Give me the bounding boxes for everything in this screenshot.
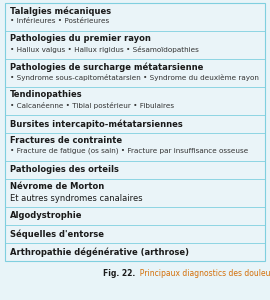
Text: • Hallux valgus • Hallux rigidus • Sésamoïdopathies: • Hallux valgus • Hallux rigidus • Sésam… <box>10 46 199 53</box>
Text: Arthropathie dégénérative (arthrose): Arthropathie dégénérative (arthrose) <box>10 247 189 257</box>
Text: Pathologies de surcharge métatarsienne: Pathologies de surcharge métatarsienne <box>10 62 203 71</box>
Bar <box>5 3 265 261</box>
Text: Fig. 22.: Fig. 22. <box>103 269 135 278</box>
Text: Bursites intercapito-métatarsiennes: Bursites intercapito-métatarsiennes <box>10 119 183 129</box>
Text: Fractures de contrainte: Fractures de contrainte <box>10 136 122 145</box>
Text: • Calcanéenne • Tibial postérieur • Fibulaires: • Calcanéenne • Tibial postérieur • Fibu… <box>10 102 174 109</box>
Text: Principaux diagnostics des douleurs mécaniques.: Principaux diagnostics des douleurs méca… <box>135 269 270 278</box>
Text: Pathologies des orteils: Pathologies des orteils <box>10 166 119 175</box>
Text: Séquelles d'entorse: Séquelles d'entorse <box>10 229 104 239</box>
Bar <box>5 3 265 261</box>
Text: Algodystrophie: Algodystrophie <box>10 212 83 220</box>
Text: Névrome de Morton: Névrome de Morton <box>10 182 104 191</box>
Text: • Fracture de fatigue (os sain) • Fracture par insuffisance osseuse: • Fracture de fatigue (os sain) • Fractu… <box>10 148 248 154</box>
Text: • Syndrome sous-capitométatarsien • Syndrome du deuxième rayon: • Syndrome sous-capitométatarsien • Synd… <box>10 74 259 81</box>
Text: Talalgies mécaniques: Talalgies mécaniques <box>10 6 111 16</box>
Text: Tendinopathies: Tendinopathies <box>10 90 83 99</box>
Text: • Inférieures • Postérieures: • Inférieures • Postérieures <box>10 18 109 24</box>
Text: Et autres syndromes canalaires: Et autres syndromes canalaires <box>10 194 143 203</box>
Text: Pathologies du premier rayon: Pathologies du premier rayon <box>10 34 151 43</box>
